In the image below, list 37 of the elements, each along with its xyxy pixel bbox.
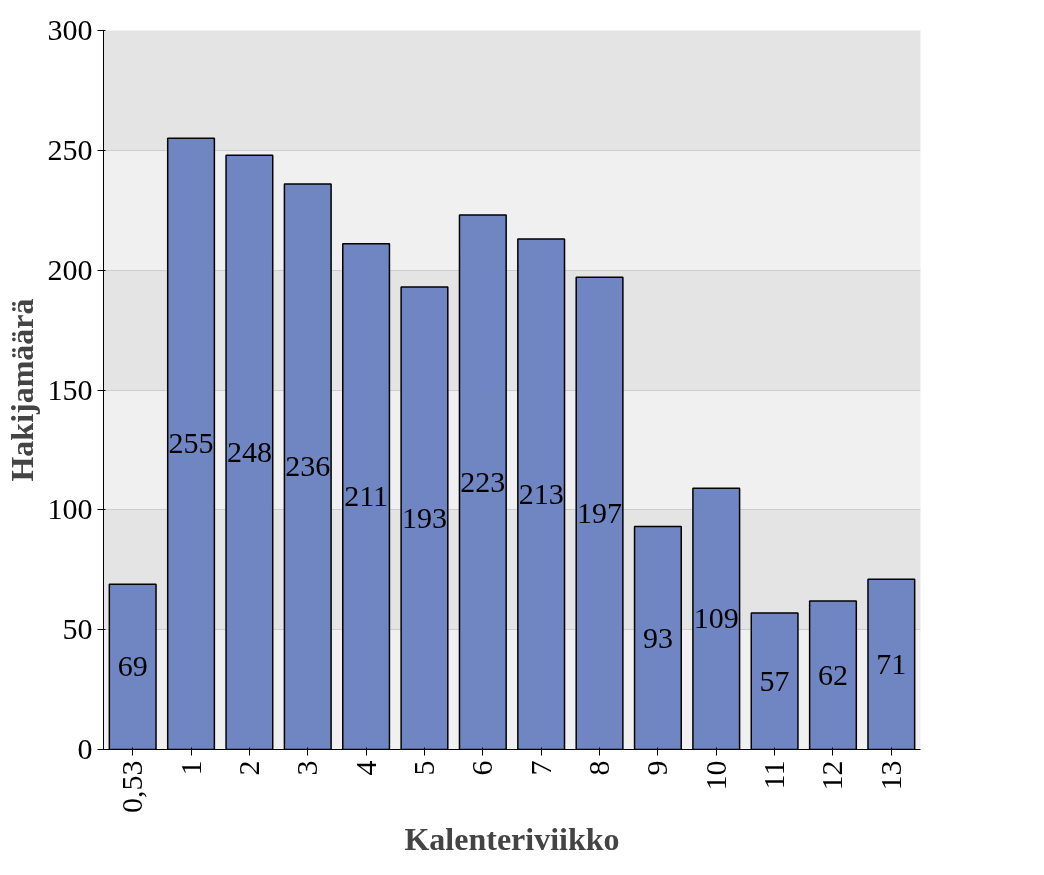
x-tick-label: 3: [290, 760, 324, 776]
data-label: 193: [401, 500, 447, 534]
x-tick-label: 9: [640, 760, 674, 776]
data-label: 248: [226, 434, 272, 468]
x-tick-label: 5: [406, 760, 440, 776]
data-label: 62: [817, 657, 848, 691]
y-tick-label: 150: [47, 372, 93, 406]
data-label: 69: [117, 649, 148, 683]
x-tick-label: 7: [523, 760, 557, 776]
data-label: 197: [577, 495, 623, 529]
x-tick-label: 4: [348, 760, 382, 776]
x-axis-title: Kalenteriviikko: [404, 821, 620, 857]
y-tick-label: 100: [47, 492, 93, 526]
x-tick-label: 8: [582, 760, 616, 776]
x-tick-label: 11: [757, 760, 791, 790]
x-tick-label: 12: [815, 760, 849, 791]
data-label: 255: [168, 426, 214, 460]
y-tick-label: 200: [47, 252, 93, 286]
data-label: 223: [460, 464, 506, 498]
y-tick-label: 250: [47, 132, 93, 166]
data-label: 57: [759, 663, 790, 697]
data-label: 93: [642, 620, 673, 654]
data-label: 213: [518, 476, 564, 510]
data-label: 211: [344, 479, 389, 513]
y-tick-label: 0: [77, 732, 93, 765]
y-axis-title: Hakijamäärä: [3, 298, 40, 482]
x-tick-label: 6: [465, 760, 499, 776]
data-label: 236: [285, 449, 331, 483]
x-tick-label: 2: [231, 760, 265, 776]
x-tick-label: 0,53: [115, 760, 149, 813]
x-tick-label: 10: [698, 760, 732, 791]
y-tick-label: 300: [47, 13, 93, 46]
x-tick-label: 1: [173, 760, 207, 776]
x-tick-label: 13: [873, 760, 907, 791]
data-label: 109: [693, 601, 739, 635]
data-label: 71: [876, 646, 907, 680]
y-tick-label: 50: [62, 612, 93, 646]
